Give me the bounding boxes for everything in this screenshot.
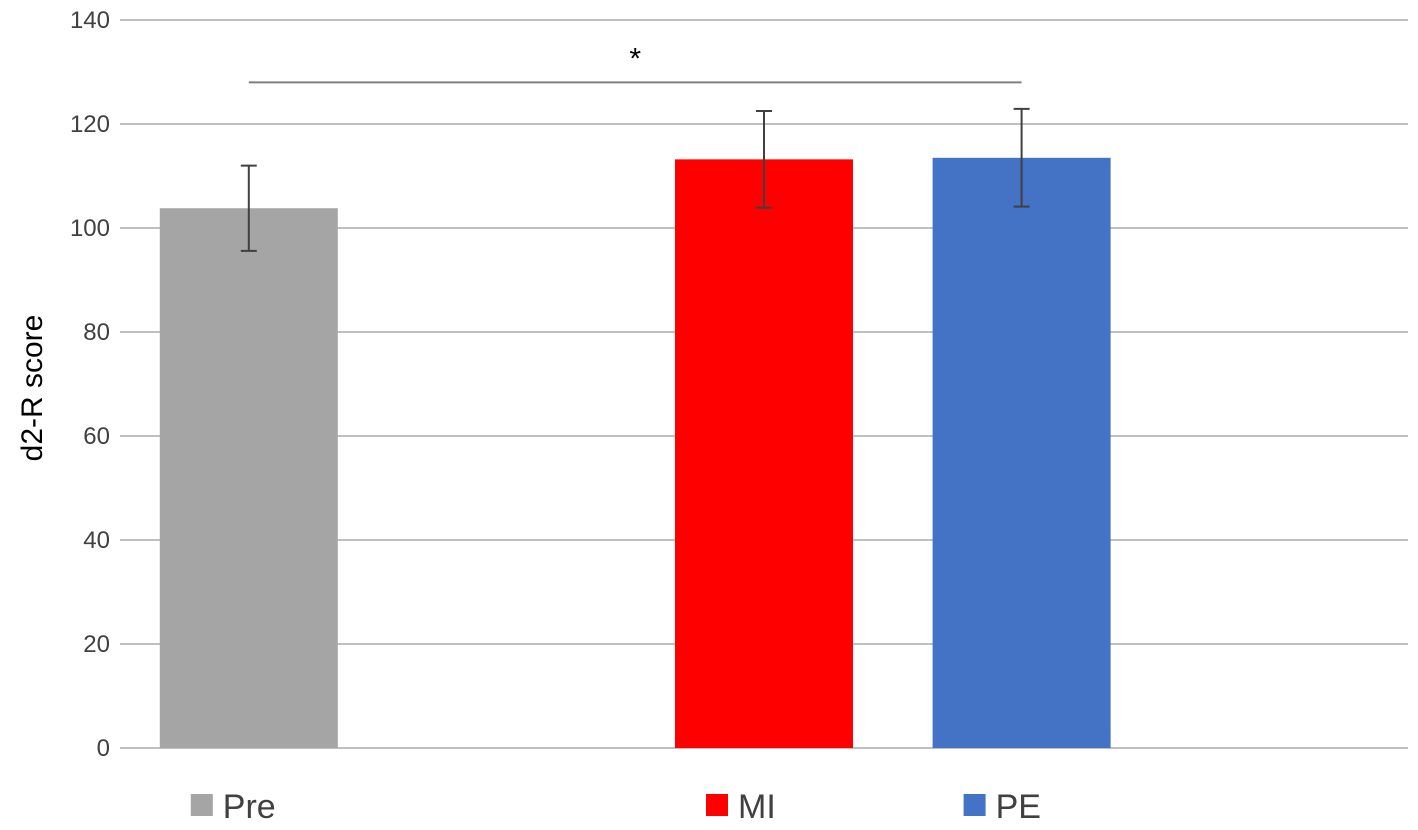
bar-mi [675, 159, 853, 749]
legend-label-pre: Pre [223, 788, 276, 826]
y-tick-label: 20 [83, 631, 110, 658]
significance-bracket: * [248, 42, 1022, 84]
y-tick-label: 120 [70, 111, 110, 138]
bar-pre [159, 208, 338, 749]
legend-swatch-mi [706, 794, 728, 816]
legend-label-pe: PE [996, 788, 1041, 826]
legend-label-mi: MI [738, 788, 776, 826]
legend: Pre MI PE [190, 788, 1041, 826]
y-tick-label: 40 [83, 527, 110, 554]
y-tick-label: 100 [70, 215, 110, 242]
y-tick-label: 60 [83, 423, 110, 450]
y-tick-labels: 0 20 40 60 80 100 120 140 [70, 7, 110, 762]
error-bars [240, 107, 1030, 252]
bars [159, 157, 1111, 749]
legend-swatch-pe [963, 794, 986, 816]
y-axis-title: d2-R score [16, 315, 49, 462]
legend-swatch-pre [190, 794, 213, 816]
y-tick-label: 0 [97, 735, 110, 762]
y-tick-label: 80 [83, 319, 110, 346]
significance-label: * [629, 42, 641, 75]
bar-pe [932, 157, 1111, 749]
y-tick-label: 140 [70, 7, 110, 34]
